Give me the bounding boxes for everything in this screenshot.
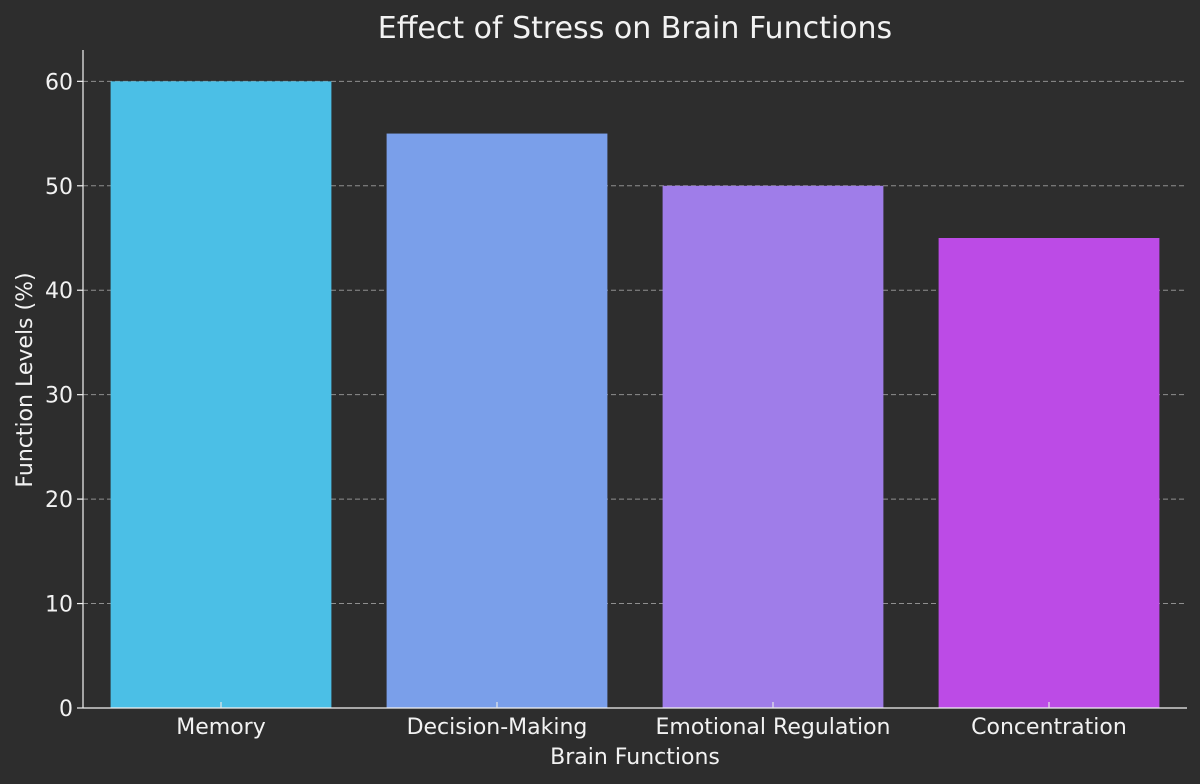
y-axis-ticks: 0 10 20 30 40 50 60 bbox=[45, 70, 83, 722]
y-tick-label: 40 bbox=[45, 279, 73, 304]
y-tick-label: 20 bbox=[45, 488, 73, 513]
x-axis-ticks: Memory Decision-Making Emotional Regulatio… bbox=[176, 702, 1127, 740]
bar-emotional-regulation bbox=[662, 185, 884, 708]
y-tick-label: 0 bbox=[59, 697, 73, 722]
y-tick-label: 60 bbox=[45, 70, 73, 95]
axes bbox=[82, 50, 1187, 709]
y-tick-label: 50 bbox=[45, 175, 73, 200]
bar-decision-making bbox=[386, 133, 608, 709]
bars bbox=[110, 81, 1160, 709]
x-tick-label: Decision-Making bbox=[407, 715, 588, 740]
y-tick-label: 10 bbox=[45, 593, 73, 618]
x-tick-label: Emotional Regulation bbox=[656, 715, 891, 740]
chart-title: Effect of Stress on Brain Functions bbox=[378, 11, 892, 46]
y-axis-label: Function Levels (%) bbox=[13, 272, 38, 487]
bar-memory bbox=[110, 81, 332, 709]
y-tick-label: 30 bbox=[45, 384, 73, 409]
x-tick-label: Concentration bbox=[971, 715, 1127, 740]
x-axis-label: Brain Functions bbox=[550, 745, 720, 770]
bar-concentration bbox=[938, 238, 1160, 708]
x-tick-label: Memory bbox=[176, 715, 265, 740]
